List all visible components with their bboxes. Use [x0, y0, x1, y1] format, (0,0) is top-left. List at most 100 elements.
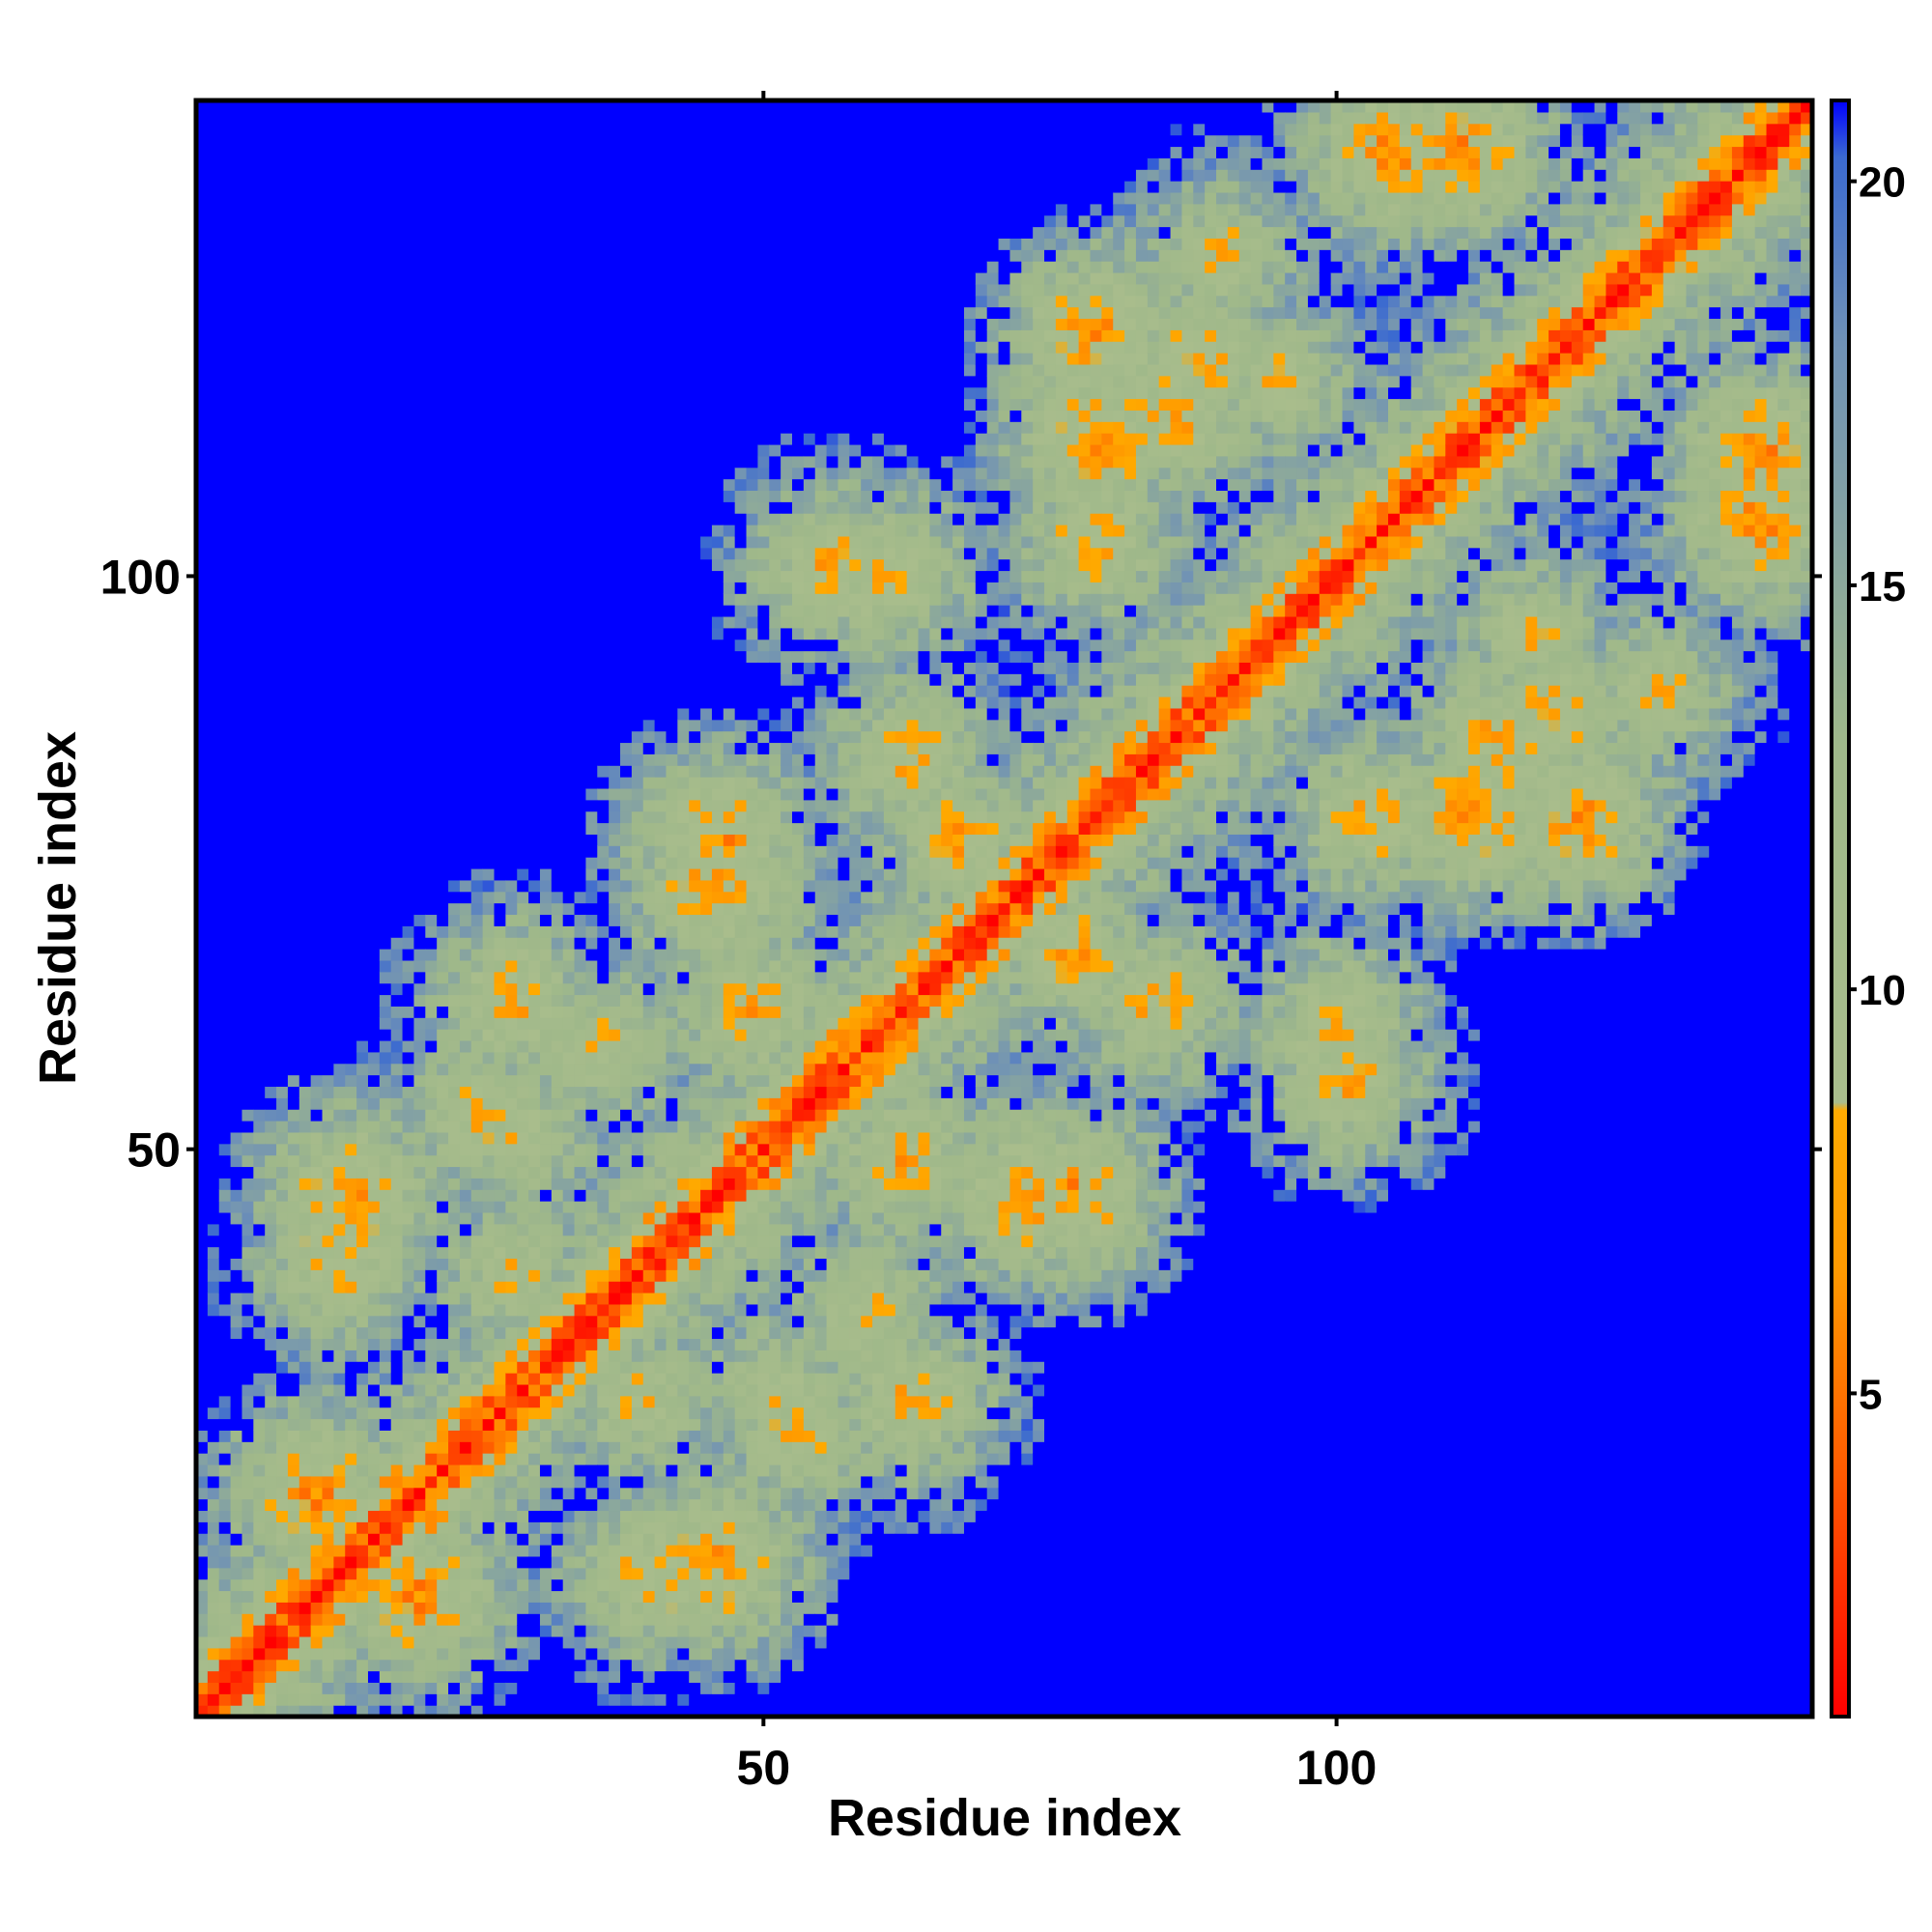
heatmap-cell — [196, 1453, 209, 1465]
heatmap-cell — [333, 363, 346, 377]
heatmap-cell — [517, 443, 529, 457]
heatmap-cell — [298, 615, 312, 629]
heatmap-cell — [379, 994, 392, 1007]
heatmap-cell — [287, 341, 300, 354]
heatmap-cell — [207, 1383, 220, 1397]
heatmap-cell — [562, 753, 576, 766]
heatmap-cell — [253, 375, 266, 388]
heatmap-cell — [448, 329, 461, 342]
heatmap-cell — [345, 214, 357, 228]
heatmap-cell — [528, 1143, 541, 1156]
heatmap-cell — [253, 341, 266, 354]
heatmap-cell — [310, 295, 324, 308]
heatmap-cell — [585, 1521, 598, 1534]
heatmap-cell — [551, 421, 564, 434]
heatmap-cell — [218, 1086, 232, 1098]
heatmap-cell — [390, 1258, 404, 1270]
heatmap-cell — [356, 822, 369, 835]
heatmap-cell — [242, 982, 254, 996]
heatmap-cell — [574, 696, 587, 709]
heatmap-cell — [528, 1463, 541, 1477]
heatmap-cell — [562, 1613, 576, 1626]
heatmap-cell — [448, 650, 461, 663]
heatmap-cell — [551, 535, 564, 549]
heatmap-cell — [196, 1705, 209, 1718]
heatmap-cell — [425, 478, 438, 492]
heatmap-cell — [345, 1006, 357, 1018]
heatmap-cell — [539, 1361, 553, 1374]
heatmap-cell — [218, 1189, 232, 1202]
heatmap-cell — [585, 433, 598, 445]
heatmap-cell — [390, 902, 404, 916]
heatmap-cell — [505, 513, 518, 526]
heatmap-cell — [276, 1441, 289, 1454]
heatmap-cell — [265, 1338, 277, 1350]
heatmap-cell — [505, 398, 518, 411]
heatmap-cell — [287, 662, 300, 674]
heatmap-cell — [345, 1063, 357, 1076]
heatmap-cell — [390, 834, 404, 846]
heatmap-cell — [517, 353, 529, 365]
heatmap-cell — [505, 535, 518, 549]
heatmap-cell — [528, 249, 541, 262]
heatmap-cell — [276, 605, 289, 617]
heatmap-cell — [253, 925, 266, 938]
heatmap-cell — [367, 181, 381, 193]
heatmap-cell — [539, 1201, 553, 1213]
heatmap-cell — [322, 857, 334, 869]
heatmap-cell — [367, 1463, 381, 1477]
heatmap-cell — [253, 1131, 266, 1145]
heatmap-cell — [379, 1602, 392, 1614]
heatmap-cell — [585, 949, 598, 961]
heatmap-cell — [218, 1246, 232, 1259]
heatmap-cell — [413, 1097, 426, 1110]
heatmap-cell — [367, 1430, 381, 1442]
heatmap-cell — [437, 1383, 449, 1397]
heatmap-cell — [218, 329, 232, 342]
heatmap-cell — [574, 857, 587, 869]
heatmap-cell — [310, 1578, 324, 1592]
heatmap-cell — [207, 799, 220, 812]
heatmap-cell — [265, 1223, 277, 1236]
heatmap-cell — [574, 822, 587, 835]
heatmap-cell — [528, 146, 541, 158]
heatmap-cell — [482, 639, 496, 652]
heatmap-cell — [437, 1521, 449, 1534]
heatmap-cell — [470, 1143, 484, 1156]
heatmap-cell — [413, 1418, 426, 1431]
heatmap-cell — [345, 169, 357, 182]
heatmap-cell — [345, 271, 357, 285]
heatmap-cell — [459, 169, 472, 182]
heatmap-cell — [345, 696, 357, 709]
heatmap-cell — [207, 1063, 220, 1076]
heatmap-cell — [470, 971, 484, 984]
heatmap-cell — [425, 615, 438, 629]
heatmap-cell — [517, 1670, 529, 1684]
heatmap-cell — [322, 467, 334, 480]
heatmap-cell — [242, 1029, 254, 1041]
heatmap-cell — [562, 1373, 576, 1385]
heatmap-cell — [287, 558, 300, 572]
heatmap-cell — [574, 914, 587, 926]
heatmap-cell — [242, 1223, 254, 1236]
heatmap-cell — [276, 558, 289, 572]
heatmap-cell — [390, 1131, 404, 1145]
heatmap-cell — [585, 1625, 598, 1637]
heatmap-cell — [230, 1315, 243, 1328]
heatmap-cell — [413, 283, 426, 297]
heatmap-cell — [505, 1533, 518, 1546]
heatmap-cell — [482, 685, 496, 697]
heatmap-cell — [505, 1625, 518, 1637]
heatmap-cell — [265, 639, 277, 652]
heatmap-cell — [494, 191, 506, 205]
heatmap-cell — [402, 1555, 415, 1569]
heatmap-cell — [265, 1109, 277, 1122]
heatmap-cell — [242, 787, 254, 801]
heatmap-cell — [207, 570, 220, 582]
heatmap-cell — [218, 478, 232, 492]
heatmap-cell — [517, 753, 529, 766]
heatmap-cell — [551, 353, 564, 365]
heatmap-cell — [242, 443, 254, 457]
heatmap-cell — [528, 1659, 541, 1672]
heatmap-cell — [539, 1189, 553, 1202]
